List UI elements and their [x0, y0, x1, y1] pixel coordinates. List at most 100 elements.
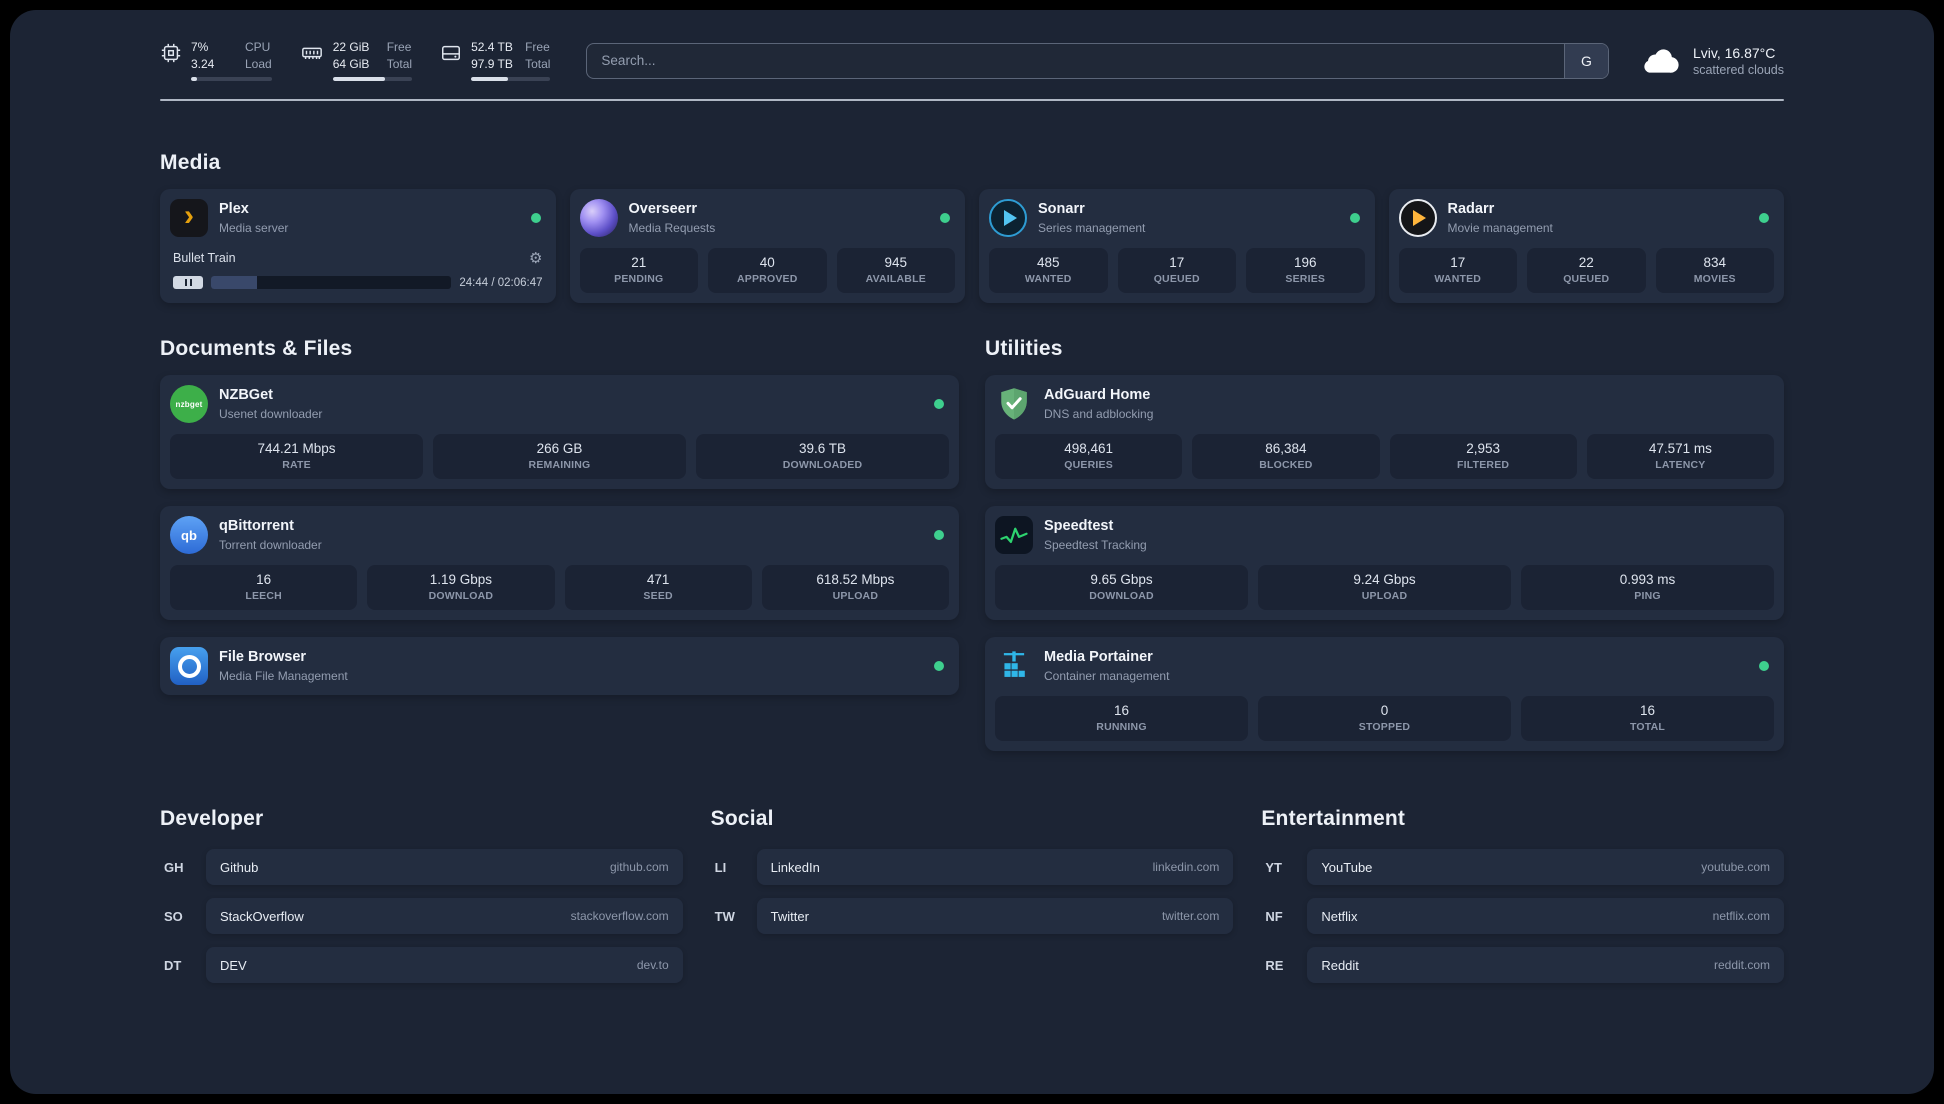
stat-queries: 498,461 QUERIES — [995, 434, 1183, 480]
service-name: File Browser — [219, 649, 307, 666]
overseerr-icon — [579, 199, 618, 238]
cpu-progress-fill — [191, 77, 197, 82]
service-subtitle: Media File Management — [219, 668, 348, 683]
bookmark-name: Netflix — [1321, 908, 1358, 924]
service-card-speedtest[interactable]: Speedtest Speedtest Tracking 9.65 Gbps DO… — [985, 506, 1784, 621]
stat-pending: 21 PENDING — [579, 248, 698, 294]
service-subtitle: Series management — [1038, 220, 1146, 235]
service-card-overseerr[interactable]: Overseerr Media Requests 21 PENDING 40 APP… — [569, 189, 965, 304]
bookmark-group-developer: Developer GH Github github.com SO StackO… — [160, 807, 683, 996]
bookmark-name: DEV — [220, 957, 247, 973]
playback-progress-bar — [211, 276, 452, 290]
memory-total-label: Total — [386, 56, 413, 71]
bookmark-name: Reddit — [1321, 957, 1359, 973]
bookmark-abbr: SO — [164, 908, 183, 924]
bookmark-name: StackOverflow — [220, 908, 304, 924]
bookmark-dev[interactable]: DT DEV dev.to — [160, 947, 683, 984]
search-bar: G — [586, 42, 1609, 79]
service-subtitle: Media Requests — [628, 220, 716, 235]
service-subtitle: Torrent downloader — [219, 537, 322, 552]
weather-location: Lviv, 16.87°C — [1692, 44, 1776, 61]
service-name: Speedtest — [1044, 518, 1114, 535]
bookmark-linkedin[interactable]: LI LinkedIn linkedin.com — [711, 849, 1234, 886]
nzbget-icon — [170, 385, 208, 424]
disk-free-value: 52.4 TB — [471, 40, 513, 54]
status-dot — [934, 530, 944, 541]
cloud-icon — [1637, 42, 1681, 79]
service-subtitle: Usenet downloader — [219, 406, 323, 421]
stat-series: 196 SERIES — [1246, 248, 1365, 294]
bookmark-url: github.com — [609, 860, 669, 875]
documents-column: Documents & Files NZBGet Usenet download… — [160, 337, 959, 696]
bookmark-group-entertainment: Entertainment YT YouTube youtube.com NF … — [1261, 807, 1784, 996]
now-playing-title: Bullet Train — [173, 251, 236, 266]
bookmark-twitter[interactable]: TW Twitter twitter.com — [711, 898, 1234, 935]
disk-progress-bar — [471, 77, 551, 82]
bookmark-url: reddit.com — [1713, 958, 1770, 973]
bookmark-url: dev.to — [636, 958, 669, 973]
service-name: qBittorrent — [219, 518, 294, 535]
memory-icon — [300, 42, 324, 81]
service-card-sonarr[interactable]: Sonarr Series management 485 WANTED 17 QUE… — [979, 189, 1375, 304]
bookmark-name: LinkedIn — [770, 859, 820, 875]
service-card-radarr[interactable]: Radarr Movie management 17 WANTED 22 QUEUE… — [1388, 189, 1784, 304]
status-dot — [530, 213, 541, 224]
bookmark-youtube[interactable]: YT YouTube youtube.com — [1261, 849, 1784, 886]
stat-stopped: 0 STOPPED — [1258, 696, 1511, 742]
pause-button[interactable] — [173, 276, 203, 290]
section-title-social: Social — [710, 807, 774, 831]
bookmark-abbr: TW — [714, 908, 735, 924]
bookmark-abbr: LI — [714, 859, 727, 875]
bookmark-url: netflix.com — [1712, 909, 1770, 924]
bookmark-reddit[interactable]: RE Reddit reddit.com — [1261, 947, 1784, 984]
service-card-plex[interactable]: Plex Media server Bullet Train ⚙ 24:44 /… — [160, 189, 556, 304]
speedtest-icon — [995, 516, 1033, 555]
bookmark-github[interactable]: GH Github github.com — [160, 849, 683, 886]
service-subtitle: Speedtest Tracking — [1044, 537, 1147, 552]
media-card-grid: Plex Media server Bullet Train ⚙ 24:44 /… — [160, 189, 1784, 304]
utilities-column: Utilities AdGuard Home — [985, 337, 1784, 752]
search-input[interactable] — [587, 43, 1564, 78]
service-name: Overseerr — [628, 201, 698, 218]
disk-total-value: 97.9 TB — [471, 56, 513, 71]
service-name: Radarr — [1447, 201, 1495, 218]
search-provider-button[interactable]: G — [1563, 43, 1608, 78]
section-title-entertainment: Entertainment — [1261, 807, 1406, 831]
service-subtitle: Media server — [219, 220, 289, 235]
cpu-progress-bar — [191, 77, 272, 82]
service-card-portainer[interactable]: Media Portainer Container management 16 R… — [985, 637, 1784, 752]
service-card-nzbget[interactable]: NZBGet Usenet downloader 744.21 MbpsRATE… — [160, 375, 959, 490]
memory-progress-fill — [332, 77, 386, 82]
service-card-filebrowser[interactable]: File Browser Media File Management — [160, 637, 959, 696]
stat-approved: 40 APPROVED — [708, 248, 827, 294]
stat-running: 16 RUNNING — [995, 696, 1248, 742]
playback-time: 24:44 / 02:06:47 — [459, 276, 543, 289]
service-subtitle: Container management — [1044, 668, 1170, 683]
stat-download: 9.65 Gbps DOWNLOAD — [995, 565, 1248, 611]
stat-wanted: 485 WANTED — [989, 248, 1108, 294]
memory-free-value: 22 GiB — [332, 40, 370, 54]
service-name: Plex — [219, 201, 249, 218]
bookmark-stackoverflow[interactable]: SO StackOverflow stackoverflow.com — [160, 898, 683, 935]
section-title-media: Media — [160, 151, 221, 175]
status-dot — [1349, 213, 1360, 224]
status-dot — [934, 399, 944, 410]
cpu-widget: 7% CPU 3.24 Load — [160, 40, 272, 82]
cpu-usage-label: CPU — [245, 40, 271, 54]
hard-disk-icon — [440, 42, 462, 81]
portainer-icon — [995, 647, 1033, 685]
stat-remaining: 266 GB REMAINING — [433, 434, 686, 480]
bookmark-group-social: Social LI LinkedIn linkedin.com TW Twitt… — [711, 807, 1234, 947]
memory-total-value: 64 GiB — [332, 56, 370, 71]
stat-queued: 22 QUEUED — [1527, 248, 1646, 294]
service-subtitle: DNS and adblocking — [1044, 406, 1154, 421]
bookmark-name: Twitter — [770, 908, 809, 924]
bookmark-netflix[interactable]: NF Netflix netflix.com — [1261, 898, 1784, 935]
gear-icon[interactable]: ⚙ — [529, 250, 543, 268]
service-card-adguard[interactable]: AdGuard Home DNS and adblocking 498,461 Q… — [985, 375, 1784, 490]
stat-wanted: 17 WANTED — [1398, 248, 1517, 294]
qbittorrent-icon — [170, 516, 208, 555]
bookmark-abbr: NF — [1265, 908, 1283, 924]
